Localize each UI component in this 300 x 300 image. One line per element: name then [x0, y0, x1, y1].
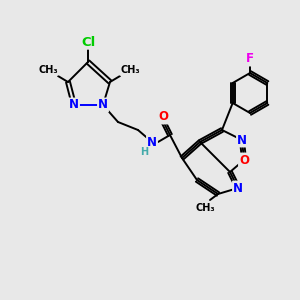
- Text: N: N: [147, 136, 157, 148]
- Text: O: O: [158, 110, 168, 124]
- Text: N: N: [237, 134, 247, 146]
- Text: N: N: [233, 182, 243, 194]
- Text: CH₃: CH₃: [120, 65, 140, 75]
- Text: O: O: [239, 154, 249, 166]
- Text: F: F: [246, 52, 254, 65]
- Text: Cl: Cl: [81, 35, 95, 49]
- Text: CH₃: CH₃: [38, 65, 58, 75]
- Text: N: N: [98, 98, 108, 112]
- Text: N: N: [69, 98, 79, 112]
- Text: H: H: [140, 147, 148, 157]
- Text: CH₃: CH₃: [195, 203, 215, 213]
